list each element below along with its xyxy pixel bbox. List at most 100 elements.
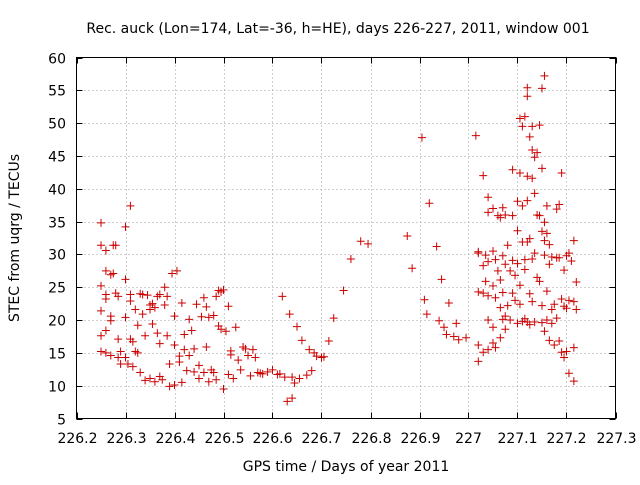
data-point [471,131,480,140]
data-point [170,381,179,390]
data-point [114,292,123,301]
data-point [542,287,551,296]
data-point [114,353,123,362]
data-point [437,275,446,284]
y-tick-labels: 5 10 15 20 25 30 35 40 45 50 55 60 [48,52,66,429]
data-point [515,169,524,178]
data-point [545,336,554,345]
x-tick-label: 227.2 [546,431,586,447]
data-point [501,260,510,269]
data-point [496,303,505,312]
data-point [263,367,272,376]
data-point [513,226,522,235]
data-point [489,247,497,256]
y-tick-label: 40 [48,183,66,199]
data-point [275,369,284,378]
data-point [530,249,539,258]
data-point [538,227,546,236]
data-point [484,208,493,217]
data-point [150,303,159,312]
data-point [305,345,314,354]
data-point [503,301,512,310]
data-point [489,323,497,332]
data-point [569,297,578,306]
data-point [515,281,524,290]
data-point [444,298,453,307]
data-point [538,84,546,93]
data-point [209,368,218,377]
data-point [217,325,226,334]
data-point [425,199,434,208]
data-point [202,342,211,351]
data-point [258,369,267,378]
data-point [128,337,137,346]
y-tick-label: 50 [48,117,66,133]
x-tick-label: 226.3 [106,431,146,447]
data-point [280,373,289,382]
data-point [97,281,105,290]
data-point [491,343,500,352]
data-point [153,329,162,338]
data-point [572,277,581,286]
data-point [192,300,201,309]
x-tick-label: 226.7 [301,431,341,447]
data-point [123,360,132,369]
data-point [525,320,534,329]
data-point [513,259,522,268]
data-point [545,240,554,249]
data-point [525,234,534,243]
data-point [131,305,140,314]
data-point [540,218,549,227]
x-tick-label: 226.8 [351,431,391,447]
data-point [251,353,260,362]
data-point [187,326,196,335]
data-point [508,289,517,298]
x-tick-label: 226.5 [204,431,244,447]
data-point [557,169,566,178]
data-point [528,146,537,155]
data-point [234,356,243,365]
data-point [503,241,512,250]
chart-title: Rec. auck (Lon=174, Lat=-36, h=HE), days… [86,21,589,37]
data-point [226,350,235,359]
data-point [221,327,230,336]
data-point [498,288,507,297]
axis-ticks [76,57,617,420]
data-point [498,203,507,212]
data-point [523,172,532,181]
x-tick-label: 227.3 [596,431,636,447]
data-point [542,229,551,238]
data-point [182,366,191,375]
data-point [420,295,429,304]
y-axis-label: STEC from uqrg / TECUs [7,154,23,322]
data-point [511,271,520,280]
y-tick-label: 20 [48,314,66,330]
data-point [417,133,426,142]
data-point [547,305,556,314]
data-point [506,316,515,325]
data-point [560,266,569,275]
data-point [555,200,564,209]
data-point [116,360,125,369]
data-point [564,296,573,305]
data-point [212,375,221,384]
data-point [484,291,493,300]
x-tick-label: 227 [455,431,482,447]
data-point [513,197,522,206]
data-point [143,291,152,300]
data-point [515,114,524,123]
data-point [170,312,179,321]
data-point [533,148,542,157]
data-point [474,340,483,349]
data-point [290,379,299,388]
data-point [283,397,292,406]
data-point [302,371,311,380]
data-point [163,292,172,301]
y-tick-label: 5 [57,413,66,429]
data-point [501,211,510,220]
data-point [513,319,522,328]
data-point [197,312,206,321]
data-point [121,313,130,322]
